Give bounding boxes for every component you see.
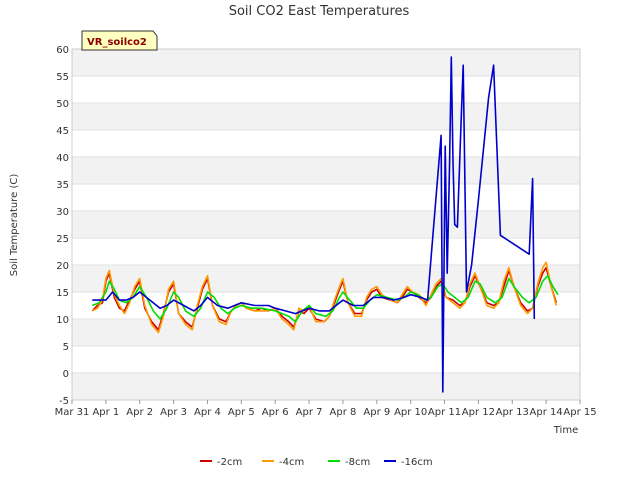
grid-band xyxy=(72,211,580,238)
badge-box xyxy=(81,30,158,51)
grid-band xyxy=(72,49,580,76)
y-tick-label: 30 xyxy=(56,207,69,218)
y-tick-label: 5 xyxy=(63,342,69,353)
legend-item-2cm: -2cm xyxy=(217,457,242,468)
grid-band xyxy=(72,238,580,265)
grid-band xyxy=(72,265,580,292)
y-tick-label: 35 xyxy=(56,180,69,191)
x-tick-label: Apr 9 xyxy=(363,407,390,418)
x-tick-label: Apr 5 xyxy=(228,407,255,418)
x-tick-label: Apr 12 xyxy=(462,407,495,418)
grid-band xyxy=(72,103,580,130)
y-tick-label: 60 xyxy=(56,45,69,56)
y-tick-label: -5 xyxy=(59,396,69,407)
y-tick-label: 50 xyxy=(56,99,69,110)
x-axis-label: Time xyxy=(553,425,578,436)
x-tick-label: Apr 4 xyxy=(194,407,221,418)
grid-band xyxy=(72,184,580,211)
x-tick-label: Apr 2 xyxy=(126,407,153,418)
badge-label: VR_soilco2 xyxy=(87,37,147,48)
chart-title: Soil CO2 East Temperatures xyxy=(229,4,410,19)
y-tick-label: 40 xyxy=(56,153,69,164)
plot-frame xyxy=(71,48,581,401)
x-tick-label: Apr 6 xyxy=(262,407,289,418)
grid-band xyxy=(72,157,580,184)
y-tick-label: 15 xyxy=(56,288,69,299)
grid-band xyxy=(72,130,580,157)
grid-band xyxy=(72,76,580,103)
y-tick-label: 25 xyxy=(56,234,69,245)
grid-band xyxy=(72,319,580,346)
x-tick-label: Apr 1 xyxy=(92,407,119,418)
x-tick-label: Apr 14 xyxy=(530,407,563,418)
y-tick-label: 10 xyxy=(56,315,69,326)
x-tick-label: Apr 11 xyxy=(428,407,461,418)
x-tick-label: Apr 10 xyxy=(394,407,427,418)
grid-band xyxy=(72,373,580,400)
x-tick-label: Apr 8 xyxy=(330,407,357,418)
y-tick-label: 0 xyxy=(63,369,69,380)
y-tick-label: 55 xyxy=(56,72,69,83)
legend-item-4cm: -4cm xyxy=(279,457,304,468)
series-line-8cm xyxy=(92,275,559,323)
x-tick-label: Apr 15 xyxy=(563,407,596,418)
x-axis: Mar 31 Apr 1 Apr 2 Apr 3 Apr 4 Apr 5 Apr 6 Apr … xyxy=(55,400,597,418)
plot-lines xyxy=(91,56,559,393)
x-tick-label: Apr 7 xyxy=(296,407,323,418)
legend-item-16cm: -16cm xyxy=(401,457,433,468)
plot-background xyxy=(72,48,580,401)
x-tick-label: Apr 13 xyxy=(496,407,529,418)
y-axis: -5 0 5 10 15 20 25 30 35 40 45 50 55 60 xyxy=(56,45,69,407)
x-tick-label: Apr 3 xyxy=(160,407,187,418)
legend-item-8cm: -8cm xyxy=(345,457,370,468)
y-tick-label: 45 xyxy=(56,126,69,137)
series-line-4cm xyxy=(91,261,558,334)
grid-band xyxy=(72,346,580,373)
y-axis-label: Soil Temperature (C) xyxy=(9,174,20,277)
station-badge: VR_soilco2 xyxy=(81,30,158,51)
y-tick-label: 20 xyxy=(56,261,69,272)
x-tick-label: Mar 31 xyxy=(55,407,90,418)
legend: -2cm -4cm -8cm -16cm xyxy=(200,457,433,468)
series-line-16cm xyxy=(92,56,536,393)
